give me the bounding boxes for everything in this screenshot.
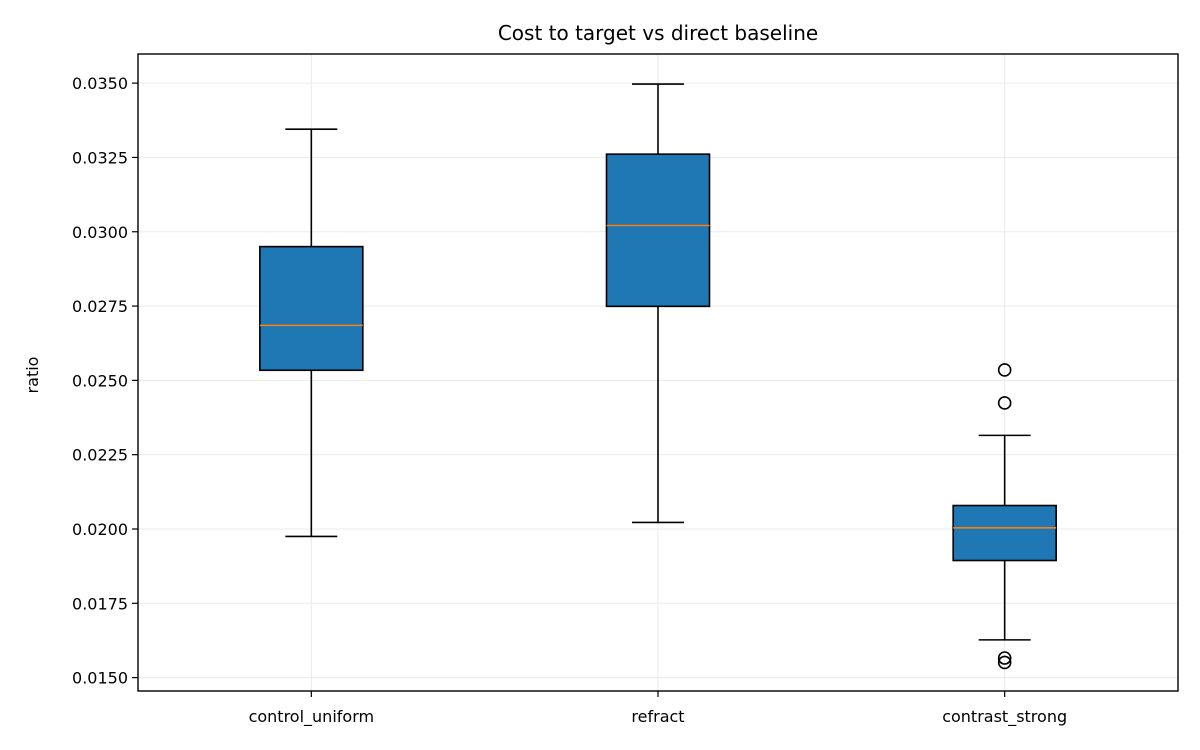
y-tick-label-1: 0.0175 <box>72 594 128 613</box>
iqr-box <box>605 153 711 308</box>
chart-title: Cost to target vs direct baseline <box>498 21 818 45</box>
outlier-point-2 <box>997 651 1012 665</box>
y-axis-label: ratio <box>23 357 42 394</box>
outlier-point-1 <box>997 396 1012 410</box>
iqr-box <box>952 504 1057 562</box>
outlier-point-0 <box>997 363 1012 377</box>
x-tick-label-refract: refract <box>631 707 684 726</box>
y-tick-label-7: 0.0325 <box>72 148 128 167</box>
box-group-refract <box>605 83 711 524</box>
outlier-point-3 <box>997 655 1012 670</box>
y-tick-label-6: 0.0300 <box>72 223 128 242</box>
box-group-control_uniform <box>259 128 364 538</box>
y-tick-label-5: 0.0275 <box>72 297 128 316</box>
box-layer <box>259 83 1057 670</box>
y-tick-label-4: 0.0250 <box>72 371 128 390</box>
y-tick-label-8: 0.0350 <box>72 74 128 93</box>
iqr-box <box>259 245 364 372</box>
x-tick-label-contrast_strong: contrast_strong <box>942 707 1067 727</box>
y-tick-label-0: 0.0150 <box>72 669 128 688</box>
y-tick-label-2: 0.0200 <box>72 520 128 539</box>
axis-layer: 0.0150 0.0175 0.0200 0.0225 0.0250 0.0275 0.03… <box>72 53 1179 727</box>
y-tick-label-3: 0.0225 <box>72 446 128 465</box>
box-group-contrast_strong <box>952 363 1057 670</box>
x-tick-label-control_uniform: control_uniform <box>249 707 375 727</box>
